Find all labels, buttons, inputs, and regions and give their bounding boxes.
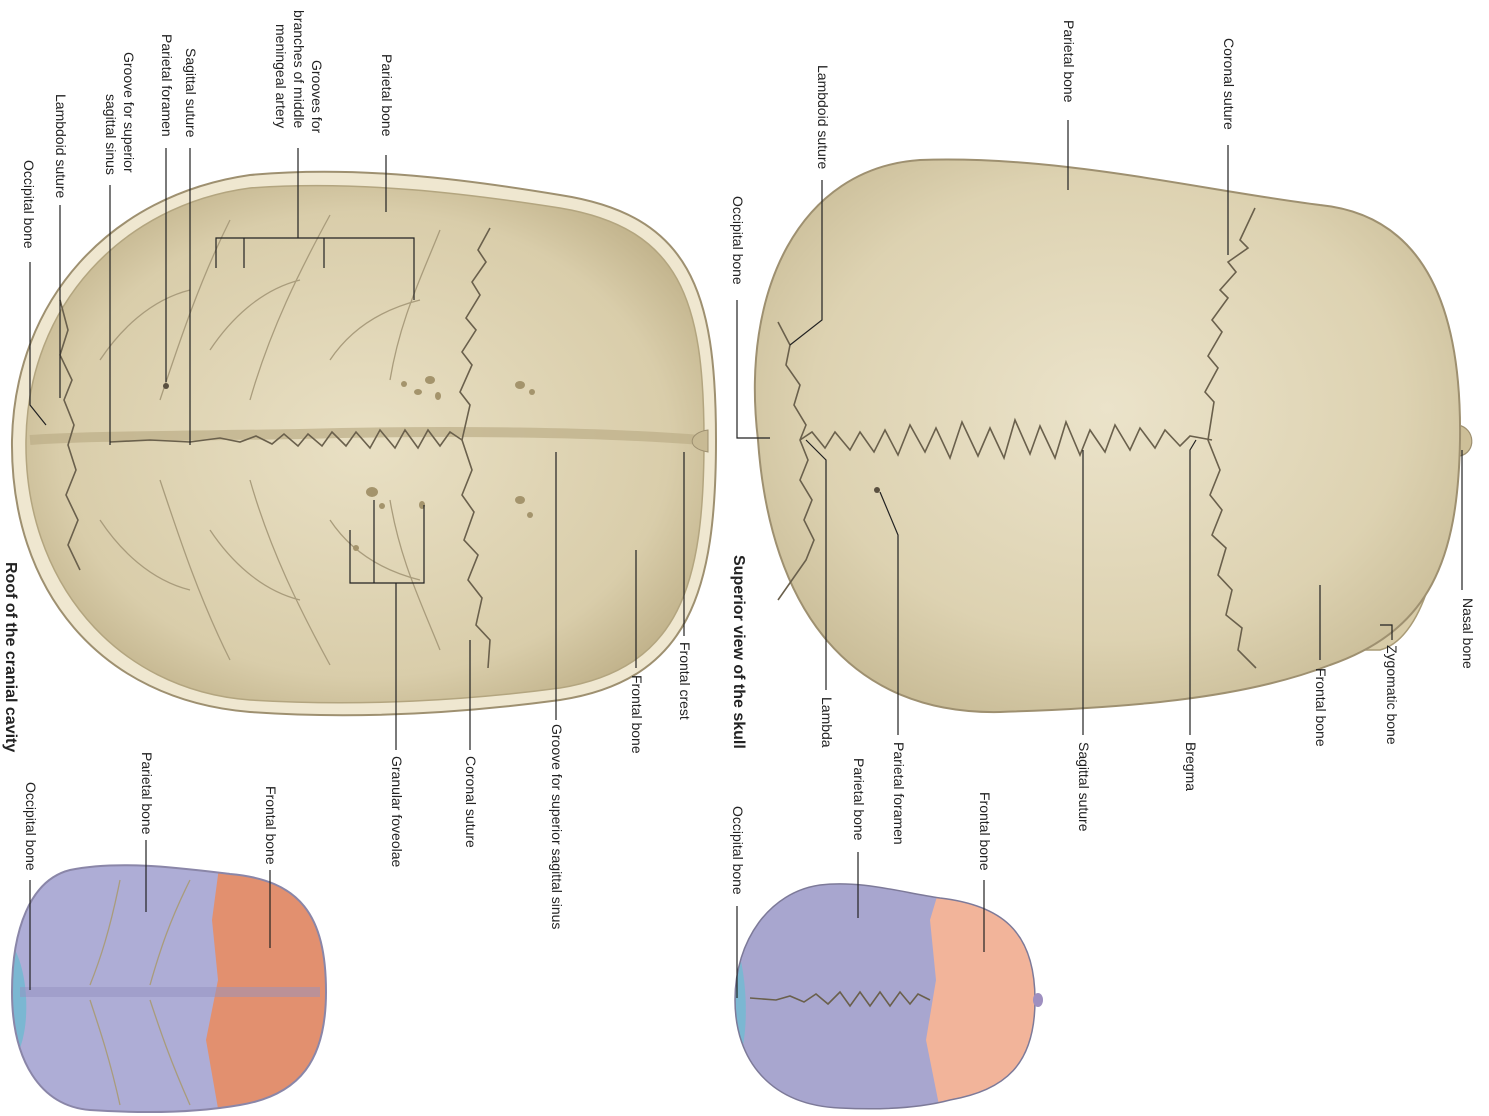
roof-sagittal-suture-line xyxy=(109,428,463,450)
lambdoid-suture-line xyxy=(777,321,815,601)
meningeal-groove-2 xyxy=(209,214,331,401)
title-roof: Roof of the cranial cavity xyxy=(2,562,19,752)
skull-outline xyxy=(753,158,1462,714)
label-frontal-bone-sv: Frontal bone xyxy=(1313,668,1329,747)
meningeal-groove-6 xyxy=(99,479,231,661)
roof-lambdoid-suture-line xyxy=(59,299,81,571)
label-lambda: Lambda xyxy=(819,697,835,748)
label-parietal-bone-sv: Parietal bone xyxy=(1061,20,1077,103)
small-nasal-tip xyxy=(1033,993,1043,1007)
sagittal-suture-line xyxy=(799,417,1213,461)
label-groove-superior-sagittal-sinus: Groove for superior sagittal sinus xyxy=(549,724,565,929)
label-zygomatic-bone: Zygomatic bone xyxy=(1384,645,1400,745)
small-sagittal-suture xyxy=(749,990,931,1008)
label-frontal-crest: Frontal crest xyxy=(677,642,693,720)
label-groove-sinus-line2: sagittal sinus xyxy=(103,94,119,175)
roof-inner-surface xyxy=(25,184,705,704)
superior-view-skull xyxy=(753,158,1473,714)
small-roof-occipital-region xyxy=(12,940,27,1060)
roof-leaders xyxy=(29,148,685,750)
superior-view-labels: Nasal bone Zygomatic bone Frontal bone B… xyxy=(730,20,1476,845)
roof-parietal-foramen-dot xyxy=(163,383,169,389)
small-roof-median-groove xyxy=(20,987,320,997)
meningeal-groove-4 xyxy=(329,499,441,651)
label-grooves-line2: branches of middle xyxy=(291,10,307,129)
granular-foveolae-pits xyxy=(353,376,535,551)
label-parietal-foramen-roof: Parietal foramen xyxy=(159,34,175,137)
label-small-roof-frontal: Frontal bone xyxy=(263,786,279,865)
median-groove xyxy=(29,427,701,445)
small-roof-view: Frontal bone Parietal bone Occipital bon… xyxy=(10,752,328,1114)
small-skull-outline xyxy=(734,883,1036,1110)
label-sagittal-suture-roof: Sagittal suture xyxy=(183,48,199,138)
parietal-foramen-dot xyxy=(874,487,880,493)
small-roof-grooves xyxy=(89,879,191,1106)
title-superior-view: Superior view of the skull xyxy=(730,555,747,749)
label-nasal-bone: Nasal bone xyxy=(1460,598,1476,669)
label-frontal-bone-roof: Frontal bone xyxy=(629,675,645,754)
coronal-suture-line xyxy=(1204,207,1257,669)
label-small-sv-parietal: Parietal bone xyxy=(851,758,867,841)
label-lambdoid-suture-roof: Lambdoid suture xyxy=(53,94,69,199)
small-frontal-region xyxy=(926,883,1035,1109)
small-superior-view: Frontal bone Parietal bone Occipital bon… xyxy=(730,758,1043,1110)
label-small-sv-occipital: Occipital bone xyxy=(730,806,746,895)
frontal-crest-shape xyxy=(691,429,709,453)
label-coronal-suture-roof: Coronal suture xyxy=(463,756,479,848)
label-small-roof-parietal: Parietal bone xyxy=(139,752,155,835)
label-lambdoid-suture-sv: Lambdoid suture xyxy=(815,65,831,170)
label-small-sv-frontal: Frontal bone xyxy=(977,792,993,871)
superior-view-leaders xyxy=(736,120,1463,735)
label-parietal-foramen-sv: Parietal foramen xyxy=(891,742,907,845)
label-small-roof-occipital: Occipital bone xyxy=(23,782,39,871)
roof-coronal-suture-line xyxy=(459,227,491,669)
meningeal-groove-1 xyxy=(329,229,441,381)
label-groove-sinus-line1: Groove for superior xyxy=(121,52,137,173)
label-bregma: Bregma xyxy=(1183,742,1199,791)
small-roof-outline xyxy=(10,864,328,1114)
meningeal-groove-5 xyxy=(209,479,331,666)
meningeal-groove-3 xyxy=(99,219,231,401)
label-grooves-line3: meningeal artery xyxy=(273,24,289,128)
label-granular-foveolae: Granular foveolae xyxy=(389,756,405,868)
label-parietal-bone-roof: Parietal bone xyxy=(379,54,395,137)
label-occipital-bone-sv: Occipital bone xyxy=(730,196,746,285)
roof-cranial-cavity xyxy=(10,170,718,717)
label-coronal-suture-sv: Coronal suture xyxy=(1221,38,1237,130)
label-sagittal-suture-sv: Sagittal suture xyxy=(1076,742,1092,832)
roof-labels: Parietal bone Grooves for branches of mi… xyxy=(2,10,693,929)
label-occipital-bone-roof: Occipital bone xyxy=(21,160,37,249)
label-grooves-line1: Grooves for xyxy=(309,60,325,133)
